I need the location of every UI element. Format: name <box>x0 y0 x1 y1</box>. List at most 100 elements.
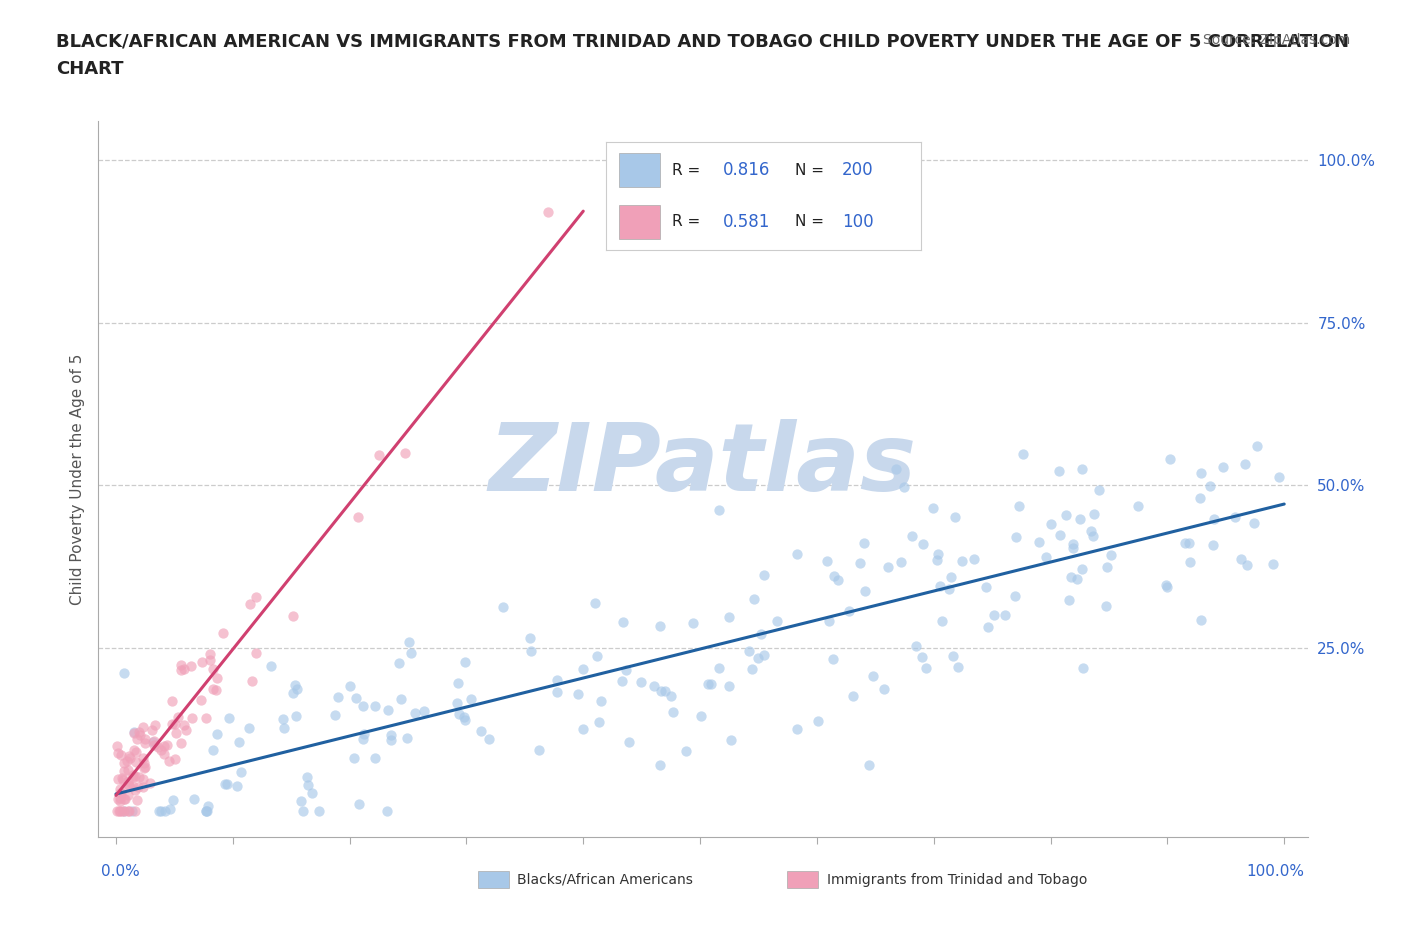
Point <box>1223 509 1246 524</box>
Point <box>938 582 960 597</box>
Point <box>1159 451 1181 466</box>
Point <box>1087 483 1109 498</box>
Point <box>117 788 139 803</box>
Point <box>273 721 295 736</box>
Point <box>630 674 652 689</box>
Point <box>589 694 612 709</box>
Point <box>165 725 187 740</box>
Point <box>1062 541 1084 556</box>
Point <box>492 599 515 614</box>
Point <box>1212 459 1234 474</box>
Point <box>1202 538 1225 552</box>
Point <box>648 618 671 633</box>
Point <box>447 706 470 721</box>
Point <box>239 596 262 611</box>
Point <box>689 709 711 724</box>
Text: 0.0%: 0.0% <box>101 864 141 879</box>
Point <box>929 578 952 593</box>
Point <box>131 751 153 765</box>
Point <box>353 726 375 741</box>
Point <box>202 682 225 697</box>
Point <box>1178 536 1201 551</box>
Point <box>105 804 128 818</box>
Point <box>200 652 222 667</box>
Point <box>290 794 312 809</box>
Point <box>848 556 870 571</box>
Point <box>1263 557 1285 572</box>
Point <box>308 804 330 818</box>
Point <box>118 804 141 818</box>
Point <box>983 608 1005 623</box>
Text: ZIPatlas: ZIPatlas <box>489 418 917 511</box>
Point <box>284 708 307 723</box>
Point <box>1174 536 1197 551</box>
Point <box>153 738 176 753</box>
Point <box>823 652 845 667</box>
Point <box>167 709 190 724</box>
Point <box>1054 507 1077 522</box>
Point <box>941 570 963 585</box>
Point <box>786 722 808 737</box>
Point <box>117 804 139 818</box>
Point <box>614 662 637 677</box>
Point <box>124 725 146 740</box>
Point <box>297 777 319 792</box>
Point <box>323 708 346 723</box>
Point <box>1028 535 1050 550</box>
Point <box>170 663 193 678</box>
Point <box>1246 438 1268 453</box>
Point <box>765 614 787 629</box>
Point <box>546 684 568 699</box>
Point <box>160 717 183 732</box>
Point <box>1230 551 1253 566</box>
Point <box>1204 512 1226 526</box>
Point <box>112 791 135 806</box>
Point <box>112 773 135 788</box>
Point <box>1095 559 1118 574</box>
Point <box>122 743 145 758</box>
Point <box>143 737 166 752</box>
Point <box>375 804 398 818</box>
Point <box>148 804 170 818</box>
Point <box>650 684 672 698</box>
Point <box>229 764 252 779</box>
Point <box>240 673 263 688</box>
Point <box>675 744 697 759</box>
Point <box>131 720 153 735</box>
Point <box>567 686 589 701</box>
Point <box>125 792 148 807</box>
Point <box>1189 465 1212 480</box>
Point <box>364 751 387 765</box>
Point <box>141 723 163 737</box>
Point <box>202 742 225 757</box>
Point <box>617 734 640 749</box>
Point <box>283 685 305 700</box>
Point <box>1081 528 1104 543</box>
Point <box>285 681 308 696</box>
Point <box>404 706 426 721</box>
Point <box>682 616 704 631</box>
Point <box>112 755 135 770</box>
Point <box>146 739 169 754</box>
Point <box>818 614 841 629</box>
Point <box>127 779 149 794</box>
Point <box>134 760 156 775</box>
Point <box>1035 550 1057 565</box>
Point <box>447 675 470 690</box>
Text: Immigrants from Trinidad and Tobago: Immigrants from Trinidad and Tobago <box>827 872 1087 887</box>
Point <box>741 662 763 677</box>
Point <box>921 500 943 515</box>
Point <box>931 614 953 629</box>
Point <box>122 778 145 793</box>
Point <box>749 627 772 642</box>
Point <box>367 448 389 463</box>
Point <box>153 746 176 761</box>
Point <box>950 553 973 568</box>
Point <box>1233 457 1256 472</box>
Text: BLACK/AFRICAN AMERICAN VS IMMIGRANTS FROM TRINIDAD AND TOBAGO CHILD POVERTY UNDE: BLACK/AFRICAN AMERICAN VS IMMIGRANTS FRO… <box>56 33 1350 50</box>
Point <box>107 771 129 786</box>
Point <box>156 737 179 752</box>
Point <box>197 799 219 814</box>
Point <box>347 510 370 525</box>
Point <box>211 626 233 641</box>
